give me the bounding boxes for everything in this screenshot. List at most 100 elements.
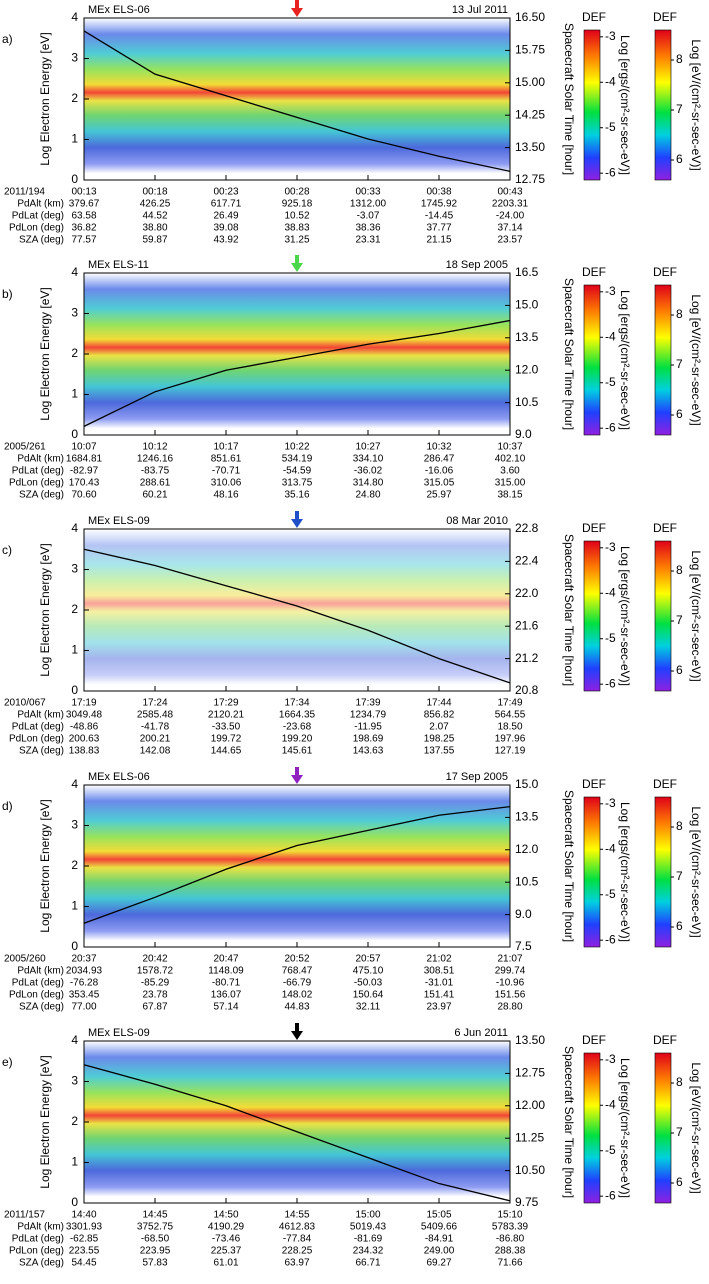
row-value: -66.79 xyxy=(283,978,312,989)
spectrogram xyxy=(84,18,510,180)
colorbar-label: Log [ergs/(cm²-sr-sec-eV)] xyxy=(618,290,632,430)
y2-tick-label: 13.5 xyxy=(515,330,539,344)
time-label: 17:39 xyxy=(355,698,380,709)
row-value: -16.06 xyxy=(425,466,454,477)
row-value: 37.77 xyxy=(426,223,451,234)
y-tick-label: 2 xyxy=(71,346,78,360)
row-value: 4190.29 xyxy=(208,1222,245,1233)
row-value: 313.75 xyxy=(282,478,313,489)
colorbar xyxy=(654,796,672,948)
row-value: -76.28 xyxy=(70,978,99,989)
panel-label: b) xyxy=(2,287,13,301)
row-value: 4612.83 xyxy=(279,1222,316,1233)
row-value: 3049.48 xyxy=(66,710,103,721)
row-value: 308.51 xyxy=(424,966,455,977)
row-value: 57.83 xyxy=(142,1258,167,1269)
panel-title: MEx ELS-09 xyxy=(88,1027,150,1039)
y-tick-label: 4 xyxy=(71,521,78,535)
row-value: -10.96 xyxy=(496,978,525,989)
y-tick-label: 1 xyxy=(71,387,78,401)
y2-tick-label: 13.50 xyxy=(515,140,545,154)
row-value: 43.92 xyxy=(213,235,238,246)
time-label: 10:37 xyxy=(497,442,522,453)
row-label: PdLon (deg) xyxy=(9,478,64,489)
y-tick-label: 4 xyxy=(71,1033,78,1047)
colorbar-title: DEF xyxy=(582,777,606,791)
row-value: 379.67 xyxy=(69,199,100,210)
y-tick-label: 4 xyxy=(71,265,78,279)
row-label: PdLat (deg) xyxy=(12,722,64,733)
row-value: 198.25 xyxy=(424,734,455,745)
colorbar xyxy=(583,1052,601,1204)
colorbar-title: DEF xyxy=(582,10,606,24)
colorbar-tick-label: -5 xyxy=(605,631,616,645)
time-label: 20:47 xyxy=(213,954,238,965)
row-value: 200.21 xyxy=(140,734,171,745)
y-tick-label: 4 xyxy=(71,10,78,24)
colorbar-tick-label: -6 xyxy=(605,676,616,690)
colorbar-tick-label: 7 xyxy=(676,102,683,116)
row-value: 67.87 xyxy=(142,1002,167,1013)
row-value: 38.15 xyxy=(497,490,522,501)
panel-title: MEx ELS-06 xyxy=(88,4,150,16)
row-value: 71.66 xyxy=(497,1258,522,1269)
colorbar-tick-label: 8 xyxy=(676,52,683,66)
row-value: 2120.21 xyxy=(208,710,245,721)
row-value: 197.96 xyxy=(495,734,526,745)
time-label: 10:17 xyxy=(213,442,238,453)
panel-label: c) xyxy=(2,543,12,557)
colorbar-tick-label: 6 xyxy=(676,1175,683,1189)
event-arrow xyxy=(291,767,303,784)
row-value: 60.21 xyxy=(142,490,167,501)
panel-date: 17 Sep 2005 xyxy=(446,771,508,783)
colorbar-label: Log [ergs/(cm²-sr-sec-eV)] xyxy=(618,1058,632,1198)
y-axis-label: Log Electron Energy [eV] xyxy=(38,1055,52,1188)
row-label: SZA (deg) xyxy=(19,235,64,246)
row-value: 1664.35 xyxy=(279,710,316,721)
row-label: PdLon (deg) xyxy=(9,1246,64,1257)
y2-tick-label: 13.50 xyxy=(515,1033,545,1047)
colorbar-tick-label: 7 xyxy=(676,357,683,371)
row-value: 315.05 xyxy=(424,478,455,489)
row-value: 44.52 xyxy=(142,211,167,222)
row-value: -11.95 xyxy=(354,722,382,733)
row-value: 2585.48 xyxy=(137,710,174,721)
row-value: 48.16 xyxy=(213,490,238,501)
colorbar-tick-label: 8 xyxy=(676,307,683,321)
time-label: 14:45 xyxy=(142,1210,167,1221)
y-tick-label: 4 xyxy=(71,777,78,791)
y2-axis-label: Spacecraft Solar Time [hour] xyxy=(562,534,576,686)
colorbar-tick-label: -4 xyxy=(605,585,616,599)
row-value: 199.20 xyxy=(282,734,313,745)
row-value: 3301.93 xyxy=(66,1222,103,1233)
row-value: -86.80 xyxy=(496,1234,525,1245)
colorbar-label: Log [ergs/(cm²-sr-sec-eV)] xyxy=(618,546,632,686)
row-value: -68.50 xyxy=(141,1234,170,1245)
row-value: 23.31 xyxy=(355,235,380,246)
row-value: -33.50 xyxy=(212,722,241,733)
solar-time-line xyxy=(83,805,511,924)
row-value: 38.80 xyxy=(142,223,167,234)
row-value: 138.83 xyxy=(69,746,100,757)
row-value: -84.91 xyxy=(425,1234,454,1245)
y2-tick-label: 10.50 xyxy=(515,1163,545,1177)
row-value: 66.71 xyxy=(355,1258,380,1269)
y-tick-label: 1 xyxy=(71,1155,78,1169)
colorbar-tick-label: -6 xyxy=(605,932,616,946)
y2-tick-label: 12.75 xyxy=(515,172,545,186)
row-value: 23.78 xyxy=(142,990,167,1001)
panel-label: a) xyxy=(2,32,13,46)
y-tick-label: 2 xyxy=(71,1114,78,1128)
row-value: 57.14 xyxy=(213,1002,238,1013)
time-label: 10:32 xyxy=(426,442,451,453)
day-label: 2011/194 xyxy=(4,187,45,198)
row-value: 59.87 xyxy=(142,235,167,246)
spectrogram xyxy=(84,785,510,947)
row-value: 223.95 xyxy=(140,1246,171,1257)
row-label: PdAlt (km) xyxy=(17,710,64,721)
row-value: 353.45 xyxy=(69,990,100,1001)
row-value: 21.15 xyxy=(426,235,451,246)
colorbar-tick-label: -3 xyxy=(605,29,616,43)
colorbar-tick-label: -3 xyxy=(605,796,616,810)
